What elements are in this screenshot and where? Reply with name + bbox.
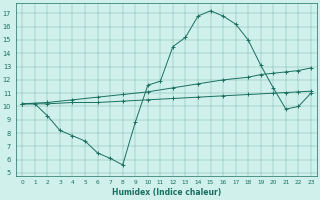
X-axis label: Humidex (Indice chaleur): Humidex (Indice chaleur) [112, 188, 221, 197]
